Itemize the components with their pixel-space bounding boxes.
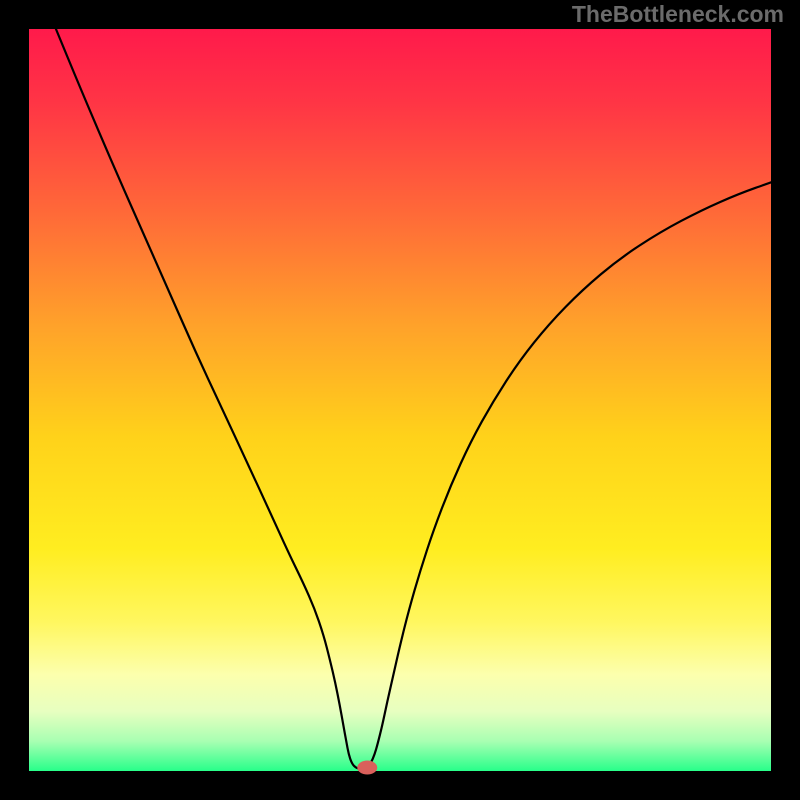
chart-root: TheBottleneck.com [0,0,800,800]
chart-svg [0,0,800,800]
bottleneck-curve [56,28,772,769]
watermark-text: TheBottleneck.com [572,1,784,28]
optimal-point-marker [357,761,377,775]
